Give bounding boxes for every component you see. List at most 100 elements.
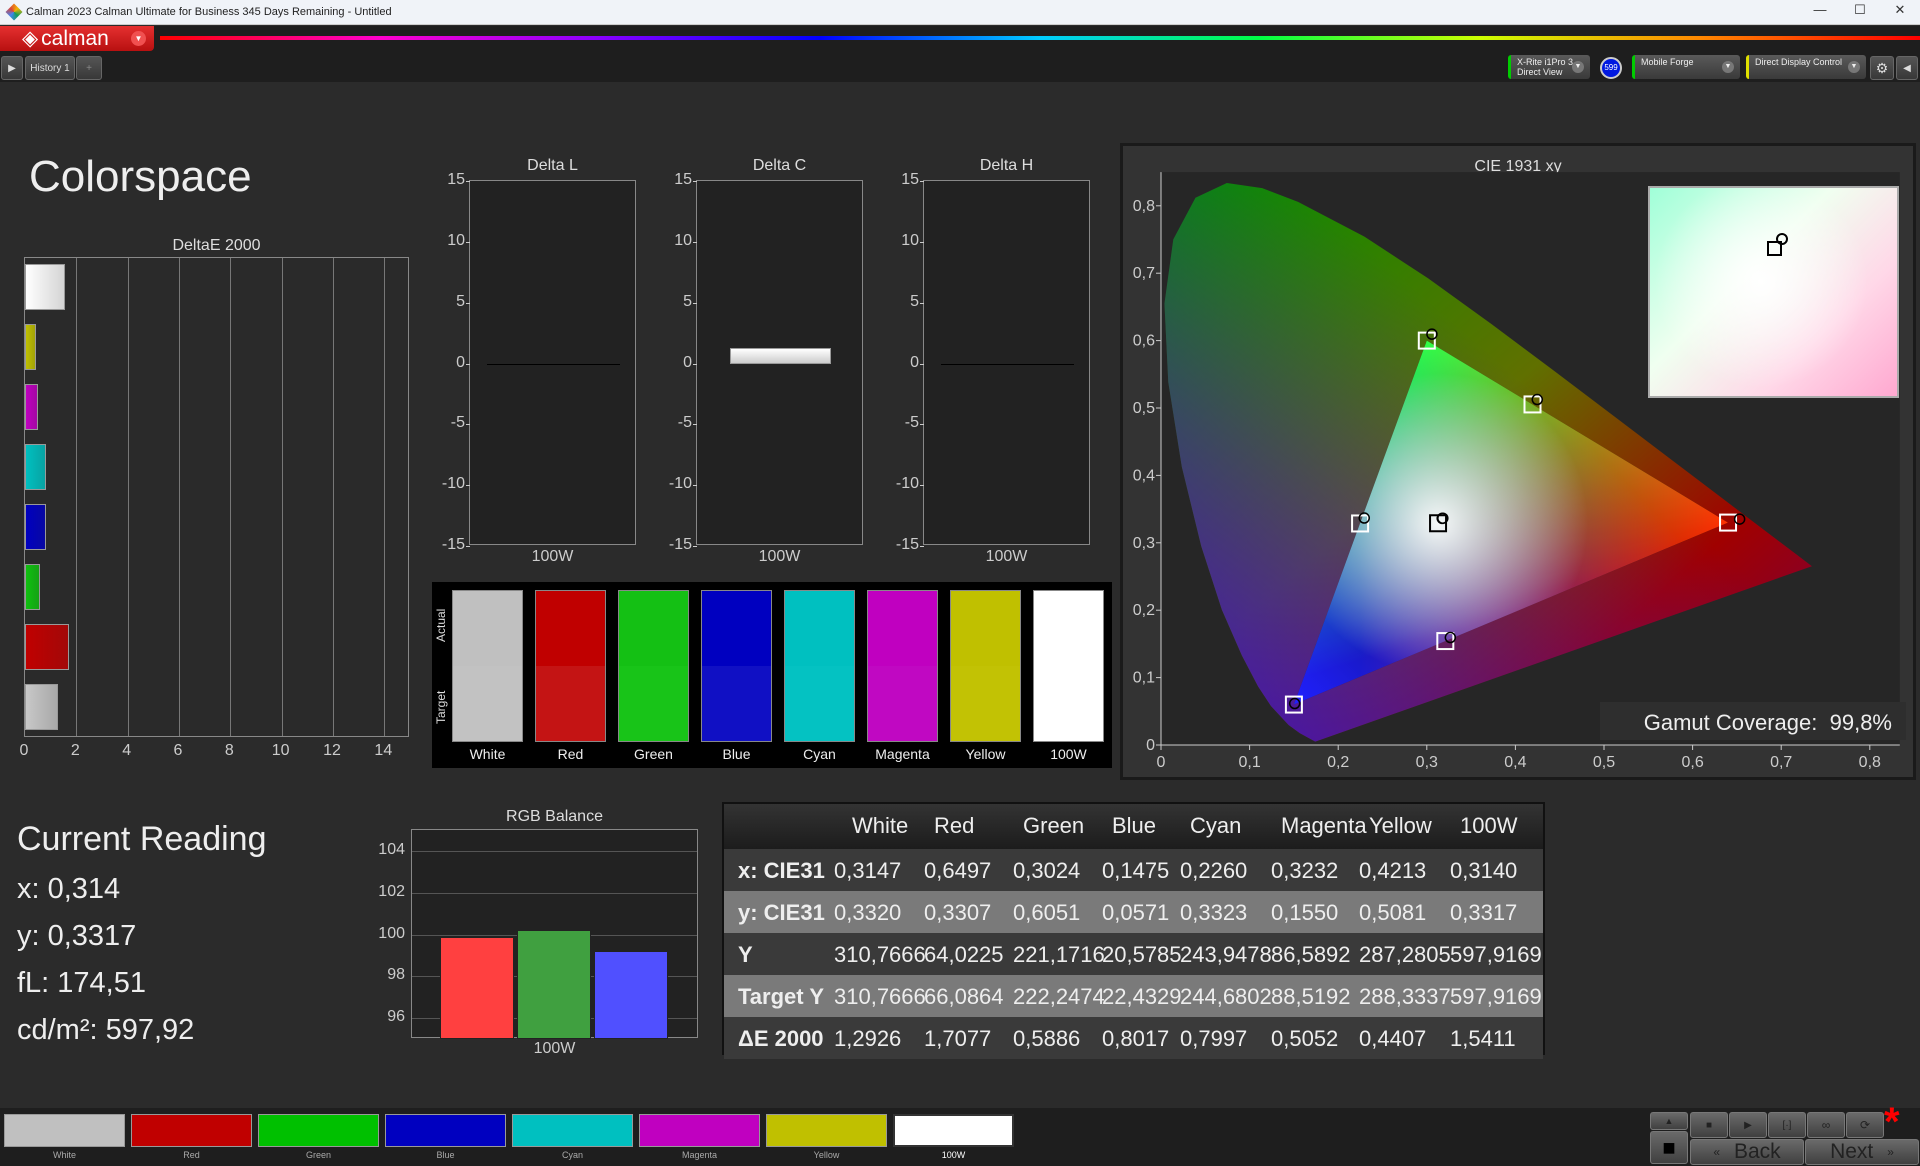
deltae-bar-blue bbox=[25, 504, 46, 550]
y-tick bbox=[693, 241, 697, 243]
x-tick-label: 12 bbox=[323, 742, 341, 759]
column-header: 100W bbox=[1460, 813, 1518, 838]
y-tick bbox=[466, 302, 470, 304]
table-cell: 0,6051 bbox=[1013, 900, 1081, 925]
deltae-bar-cyan bbox=[25, 444, 46, 490]
play-sidebar-toggle-icon[interactable]: ▶ bbox=[1, 56, 23, 80]
close-button[interactable]: ✕ bbox=[1894, 2, 1906, 17]
meter-badge[interactable]: 599 bbox=[1600, 57, 1622, 79]
add-tab-button[interactable]: + bbox=[76, 56, 102, 80]
source-selector[interactable]: Mobile Forge ▼ bbox=[1632, 55, 1740, 79]
table-cell: 0,5081 bbox=[1359, 900, 1427, 925]
bottom-swatch-label: Yellow bbox=[813, 1150, 840, 1160]
tab-history-1[interactable]: History 1 bbox=[25, 56, 75, 80]
bottom-swatch-blue[interactable] bbox=[385, 1114, 506, 1147]
swatch-target-green bbox=[618, 666, 689, 742]
table-cell: 244,6802 bbox=[1180, 984, 1272, 1009]
swatch-actual-100w bbox=[1033, 590, 1104, 666]
rgb-balance-chart bbox=[411, 829, 698, 1039]
y-tick-label: 0,6 bbox=[1133, 333, 1155, 350]
gridline bbox=[76, 258, 78, 736]
swatch-label: 100W bbox=[1050, 746, 1087, 762]
bottom-swatch-cyan[interactable] bbox=[512, 1114, 633, 1147]
y-tick-label: -15 bbox=[895, 536, 919, 553]
y-tick-label: 96 bbox=[387, 1008, 405, 1026]
maximize-button[interactable]: ☐ bbox=[1854, 2, 1866, 17]
y-tick-label: 0 bbox=[683, 353, 692, 371]
back-label: Back bbox=[1734, 1140, 1781, 1163]
measure-bracket-button[interactable]: [·] bbox=[1768, 1112, 1806, 1138]
display-name: Direct Display Control bbox=[1755, 57, 1843, 67]
bottom-swatch-white[interactable] bbox=[4, 1114, 125, 1147]
minimize-button[interactable]: — bbox=[1813, 2, 1827, 17]
bottom-swatch-label: Blue bbox=[436, 1150, 455, 1160]
y-tick-label: 10 bbox=[447, 231, 465, 249]
play-button[interactable]: ▶ bbox=[1729, 1112, 1767, 1138]
table-cell: 0,3147 bbox=[834, 858, 902, 883]
target-label: Target bbox=[434, 690, 448, 724]
bottom-swatch-100w[interactable] bbox=[893, 1114, 1014, 1147]
target-marker bbox=[1767, 241, 1782, 256]
row-label: Y bbox=[738, 942, 753, 967]
y-tick bbox=[693, 363, 697, 365]
title-bar: Calman 2023 Calman Ultimate for Business… bbox=[0, 0, 1920, 25]
y-tick bbox=[693, 181, 697, 182]
bottom-swatch-red[interactable] bbox=[131, 1114, 252, 1147]
y-tick bbox=[466, 485, 470, 487]
y-tick bbox=[693, 302, 697, 304]
swatch-label: Green bbox=[634, 746, 673, 762]
collapse-left-icon[interactable]: ◀ bbox=[1896, 56, 1918, 80]
table-cell: 221,1716 bbox=[1013, 942, 1105, 967]
table-cell: 310,7666 bbox=[834, 942, 926, 967]
loop-button[interactable]: ∞ bbox=[1807, 1112, 1845, 1138]
swatch-target-white bbox=[452, 666, 523, 742]
display-selector[interactable]: Direct Display Control ▼ bbox=[1746, 55, 1866, 79]
table-row: ΔE 2000 1,2926 1,7077 0,5886 0,8017 0,7997 0,5… bbox=[724, 1017, 1543, 1059]
stop-button[interactable]: ■ bbox=[1690, 1112, 1728, 1138]
table-cell: 0,3317 bbox=[1450, 900, 1518, 925]
table-cell: 66,0864 bbox=[924, 984, 1004, 1009]
y-tick-label: 15 bbox=[447, 171, 465, 188]
y-tick bbox=[693, 546, 697, 547]
meter-selector[interactable]: X-Rite i1Pro 3 Direct View ▼ bbox=[1508, 55, 1590, 79]
table-cell: 597,9169 bbox=[1450, 942, 1542, 967]
measured-point-red bbox=[1733, 513, 1746, 525]
table-cell: 0,1550 bbox=[1271, 900, 1339, 925]
bottom-swatch-label: Green bbox=[305, 1150, 331, 1160]
measured-point-blue bbox=[1288, 697, 1301, 710]
swatch-panel: Actual Target White Red Green Blue Cyan Magen… bbox=[432, 582, 1112, 768]
swatch-target-cyan bbox=[784, 666, 855, 742]
measured-point-100w bbox=[1436, 512, 1448, 525]
x-tick-label: 0,8 bbox=[1859, 754, 1881, 771]
gear-icon[interactable]: ⚙ bbox=[1870, 56, 1894, 80]
bottom-swatch-yellow[interactable] bbox=[766, 1114, 887, 1147]
refresh-button[interactable]: ⟳ bbox=[1846, 1112, 1884, 1138]
reading-y: y: 0,3317 bbox=[17, 920, 137, 952]
stop-square-button[interactable]: ■ bbox=[1650, 1131, 1688, 1164]
back-button[interactable]: « Back bbox=[1690, 1139, 1804, 1165]
delta-chart-title: Delta L bbox=[527, 157, 578, 174]
y-tick-label: 5 bbox=[683, 292, 692, 310]
swatch-actual-cyan bbox=[784, 590, 855, 666]
actual-label: Actual bbox=[434, 608, 448, 642]
column-header: Red bbox=[934, 813, 975, 838]
delta-chart-title: Delta C bbox=[752, 157, 807, 174]
gamut-triangle-white bbox=[1293, 340, 1729, 705]
next-button[interactable]: Next » bbox=[1805, 1139, 1919, 1165]
bottom-swatch-magenta[interactable] bbox=[639, 1114, 760, 1147]
table-row: x: CIE31 0,3147 0,6497 0,3024 0,1475 0,2260 0,… bbox=[724, 849, 1543, 891]
swatch-label: Cyan bbox=[803, 746, 836, 762]
chevron-down-icon[interactable]: ▼ bbox=[131, 31, 146, 46]
delta-category-label: 100W bbox=[758, 548, 801, 565]
target-marker-blue bbox=[1284, 695, 1303, 714]
chevron-down-icon: ▼ bbox=[1722, 61, 1734, 73]
up-arrow-icon[interactable]: ▲ bbox=[1650, 1112, 1688, 1130]
measured-point-yellow bbox=[1531, 393, 1544, 406]
bottom-swatch-green[interactable] bbox=[258, 1114, 379, 1147]
swatch-actual-green bbox=[618, 590, 689, 666]
y-tick-label: -10 bbox=[441, 475, 465, 493]
reading-cdm2: cd/m²: 597,92 bbox=[17, 1014, 195, 1046]
reading-fl: fL: 174,51 bbox=[17, 967, 146, 999]
calman-menu-button[interactable]: ◈ calman ▼ bbox=[0, 26, 154, 51]
row-label: x: CIE31 bbox=[738, 858, 825, 883]
